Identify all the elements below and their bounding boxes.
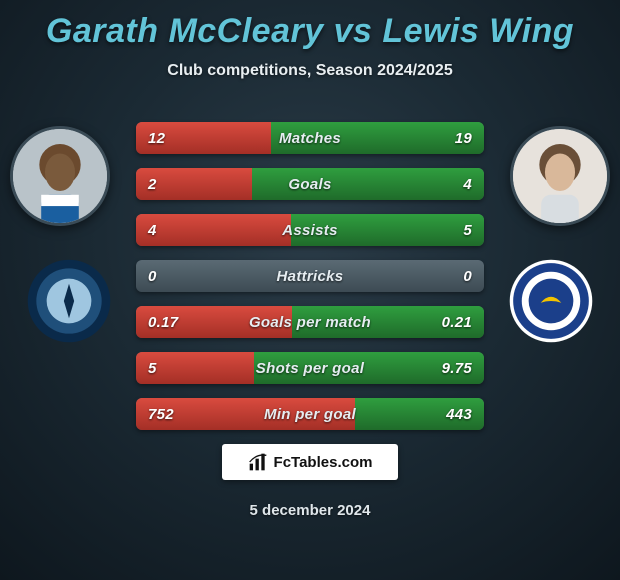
crest-icon <box>508 258 594 344</box>
date-label: 5 december 2024 <box>0 502 620 519</box>
page-subtitle: Club competitions, Season 2024/2025 <box>0 62 620 80</box>
bars-icon <box>248 452 268 472</box>
stats-rows: 12Matches192Goals44Assists50Hattricks00.… <box>136 122 484 444</box>
stat-value-right: 19 <box>455 122 472 154</box>
stat-value-right: 9.75 <box>442 352 472 384</box>
stat-value-right: 0 <box>463 260 472 292</box>
player-right-avatar <box>510 126 610 226</box>
player-left-avatar <box>10 126 110 226</box>
page-title: Garath McCleary vs Lewis Wing <box>0 12 620 51</box>
avatar-placeholder-icon <box>13 129 107 223</box>
stat-row: 2Goals4 <box>136 168 484 200</box>
stat-label: Goals per match <box>136 306 484 338</box>
stat-label: Min per goal <box>136 398 484 430</box>
stat-value-right: 0.21 <box>442 306 472 338</box>
stat-row: 0.17Goals per match0.21 <box>136 306 484 338</box>
stat-row: 4Assists5 <box>136 214 484 246</box>
stat-value-right: 4 <box>463 168 472 200</box>
stat-label: Matches <box>136 122 484 154</box>
site-logo: FcTables.com <box>222 444 398 480</box>
site-logo-text: FcTables.com <box>274 454 373 471</box>
stat-row: 752Min per goal443 <box>136 398 484 430</box>
stat-row: 5Shots per goal9.75 <box>136 352 484 384</box>
club-left-crest <box>26 258 112 344</box>
stat-label: Goals <box>136 168 484 200</box>
stat-label: Assists <box>136 214 484 246</box>
club-right-crest <box>508 258 594 344</box>
stat-label: Hattricks <box>136 260 484 292</box>
avatar-placeholder-icon <box>513 129 607 223</box>
stat-row: 0Hattricks0 <box>136 260 484 292</box>
stat-label: Shots per goal <box>136 352 484 384</box>
crest-icon <box>26 258 112 344</box>
stat-row: 12Matches19 <box>136 122 484 154</box>
stat-value-right: 443 <box>446 398 472 430</box>
stat-value-right: 5 <box>463 214 472 246</box>
